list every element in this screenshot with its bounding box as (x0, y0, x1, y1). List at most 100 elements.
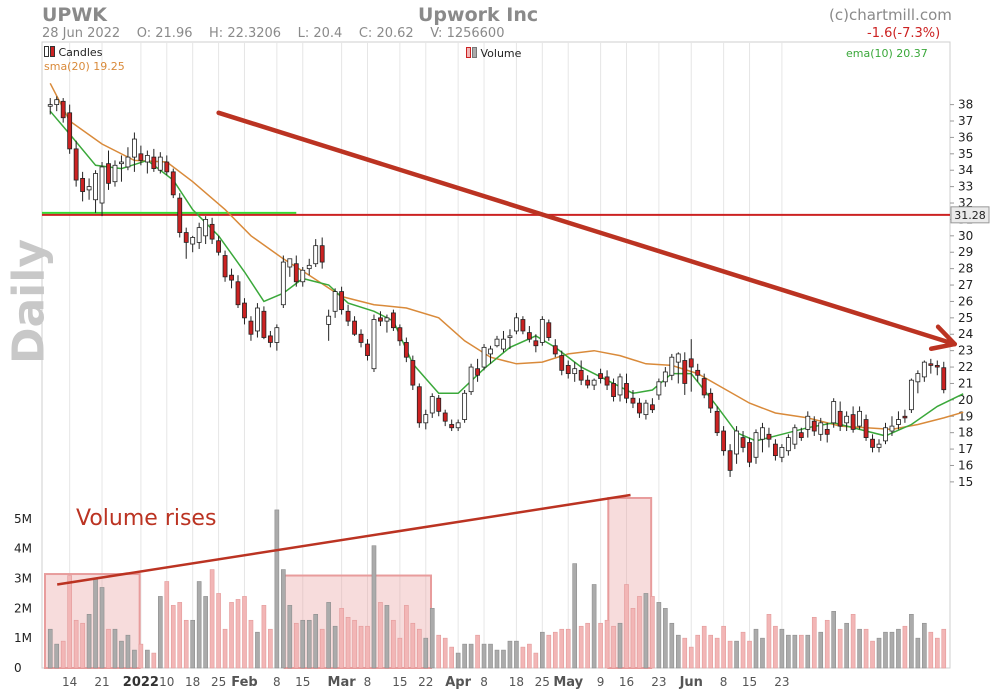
volume-bar (766, 614, 772, 669)
volume-bar (656, 602, 662, 669)
candle (902, 409, 908, 423)
candle (403, 337, 409, 363)
volume-highlight-region (283, 574, 433, 669)
candle-body (397, 327, 403, 342)
x-tick-label: 15 (295, 675, 310, 689)
volume-bar (229, 602, 234, 669)
candle-body (507, 335, 513, 338)
x-tick-label: 25 (535, 675, 550, 689)
candle (637, 398, 642, 418)
candle-body (306, 264, 312, 270)
volume-bar (462, 643, 467, 669)
candle (811, 416, 817, 436)
legend-sma: sma(20) 19.25 (44, 60, 125, 73)
candle-body (533, 340, 539, 347)
candle (805, 411, 811, 438)
price-tick-label: 19 (958, 409, 973, 423)
candle-body (934, 365, 940, 368)
candle-body (682, 360, 688, 384)
candle-body (164, 161, 170, 173)
volume-bar (863, 628, 869, 669)
candle-body (455, 422, 461, 429)
candle (662, 367, 668, 387)
candle-body (578, 369, 584, 381)
candle-body (112, 164, 118, 183)
chartmill-credit: (c)chartmill.com (829, 6, 952, 24)
candle (442, 409, 448, 427)
candle (520, 316, 526, 335)
candle-body (449, 424, 455, 429)
candle-body (863, 419, 869, 438)
candle-body (630, 397, 636, 404)
candle-body (365, 343, 370, 356)
volume-bar (235, 599, 241, 669)
candle (481, 344, 487, 371)
volume-bar (650, 596, 655, 669)
volume-bar (701, 625, 707, 669)
candle (339, 286, 345, 315)
candle (857, 406, 862, 430)
candle (112, 160, 118, 187)
candle (831, 398, 837, 428)
candle (423, 409, 429, 430)
volume-bar (540, 631, 545, 669)
candle (358, 329, 364, 348)
candle-body (144, 155, 150, 163)
candle (734, 426, 739, 464)
quote-date: 28 Jun 2022 (42, 26, 121, 41)
candle-body (300, 269, 306, 283)
candle-body (688, 358, 694, 368)
volume-bar (850, 614, 856, 669)
candle (222, 250, 228, 282)
candle-body (908, 379, 914, 411)
candle (837, 401, 843, 432)
volume-bar (442, 637, 448, 669)
price-tick-label: 17 (958, 442, 973, 456)
candle (870, 434, 875, 453)
volume-bar (831, 611, 836, 669)
volume-bar (889, 631, 895, 669)
candle-body (410, 360, 416, 386)
candle (462, 390, 468, 423)
candle (365, 339, 370, 361)
volume-tick-label: 5M (14, 512, 32, 526)
volume-bar (688, 646, 694, 669)
candle-body (248, 320, 254, 335)
volume-bar (928, 631, 934, 669)
candle-body (416, 386, 422, 424)
candle-body (468, 366, 474, 393)
x-tick-label: 25 (211, 675, 226, 689)
volume-bar (293, 622, 299, 669)
volume-bar (183, 619, 189, 669)
candle-body (287, 258, 293, 268)
volume-bar (475, 634, 480, 669)
volume-bar (734, 640, 739, 669)
volume-bar (119, 640, 124, 669)
candle (397, 324, 403, 346)
candle-body (779, 447, 785, 458)
candle-body (99, 166, 105, 204)
volume-bar (274, 509, 280, 669)
candle-body (831, 401, 837, 424)
volume-trend-line (56, 493, 631, 586)
candle-body (132, 138, 137, 158)
candle (300, 266, 306, 287)
candle (416, 383, 422, 428)
candle (313, 239, 319, 267)
x-tick-label: Mar (328, 675, 357, 690)
open-label: O: (136, 26, 152, 41)
price-tick-label: 16 (958, 458, 973, 472)
candle-body (261, 310, 267, 338)
volume-bar (300, 619, 306, 669)
volume-annotation-text: Volume rises (76, 506, 216, 531)
price-tick-label: 28 (958, 262, 973, 276)
volume-bar (565, 628, 571, 669)
candle-body (339, 291, 345, 311)
candle (216, 235, 221, 256)
candle (384, 314, 390, 333)
candle-body (196, 227, 202, 243)
candle-body (811, 420, 817, 432)
candle (93, 170, 98, 213)
candle-body (293, 263, 299, 283)
volume-bar (468, 643, 474, 669)
